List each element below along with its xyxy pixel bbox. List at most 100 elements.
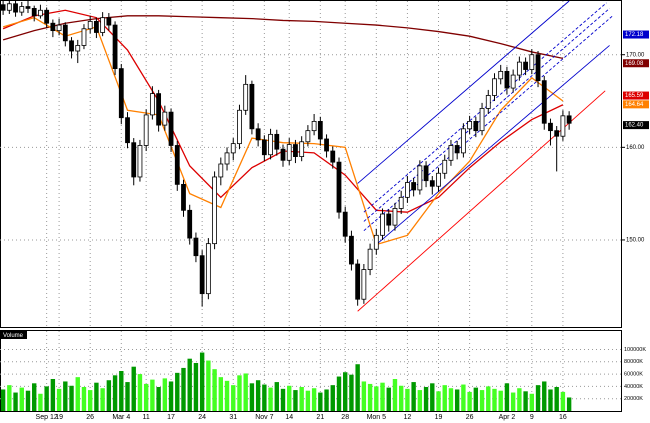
volume-bar bbox=[343, 372, 348, 411]
candle-body bbox=[0, 4, 6, 11]
volume-tick-label: 40000K bbox=[624, 384, 643, 390]
volume-bar bbox=[143, 383, 149, 411]
volume-bar bbox=[56, 388, 62, 411]
candle-body bbox=[361, 269, 367, 300]
volume-bar bbox=[187, 358, 192, 411]
candle-body bbox=[305, 130, 311, 143]
candle-body bbox=[485, 95, 491, 109]
candle-body bbox=[87, 20, 93, 30]
candle-body bbox=[162, 111, 168, 126]
volume-bar bbox=[380, 382, 385, 411]
x-tick-label: 12 bbox=[404, 414, 412, 421]
candle-body bbox=[255, 128, 261, 141]
candle-body bbox=[286, 144, 292, 161]
candle-body bbox=[224, 152, 230, 165]
candle-body bbox=[436, 172, 441, 187]
x-tick-label: 19 bbox=[55, 414, 63, 421]
candle-body bbox=[386, 213, 392, 226]
volume-bar bbox=[436, 391, 441, 411]
volume-bar bbox=[206, 360, 211, 411]
volume-bar bbox=[224, 380, 230, 411]
candle-body bbox=[411, 182, 417, 191]
volume-bar bbox=[392, 379, 398, 411]
x-tick-label: 11 bbox=[143, 414, 150, 421]
candle-body bbox=[187, 209, 193, 239]
volume-bar bbox=[218, 377, 224, 411]
price-tag-label: 164.64 bbox=[625, 102, 644, 108]
candle-body bbox=[118, 68, 124, 119]
candle-body bbox=[149, 93, 155, 116]
volume-bar bbox=[517, 388, 522, 411]
candle-body bbox=[398, 196, 404, 209]
volume-bar bbox=[50, 379, 56, 411]
candle-body bbox=[100, 17, 106, 33]
volume-bar bbox=[38, 393, 43, 411]
candle-body bbox=[380, 213, 385, 236]
volume-tick-label: 20000K bbox=[624, 396, 643, 402]
volume-bar bbox=[131, 366, 136, 411]
volume-bar bbox=[548, 389, 553, 411]
volume-bar bbox=[398, 385, 404, 411]
volume-bar bbox=[231, 385, 236, 411]
price-tag-label: 165.59 bbox=[625, 93, 644, 99]
candle-body bbox=[230, 143, 236, 154]
candle-body bbox=[62, 24, 68, 42]
x-tick-label: 24 bbox=[198, 414, 206, 421]
volume-bar bbox=[504, 383, 510, 411]
candle-body bbox=[13, 3, 18, 13]
candle-body bbox=[268, 133, 273, 156]
volume-bar bbox=[63, 381, 68, 411]
volume-panel bbox=[0, 330, 622, 412]
x-tick-label: 9 bbox=[530, 414, 534, 421]
candle-body bbox=[448, 145, 454, 161]
candle-body bbox=[81, 28, 87, 46]
candle-body bbox=[317, 120, 323, 140]
candle-body bbox=[504, 70, 510, 89]
candle-body bbox=[75, 45, 81, 52]
candle-body bbox=[218, 163, 224, 178]
candle-body bbox=[137, 145, 143, 178]
volume-bar bbox=[461, 384, 466, 411]
x-tick-label: Apr 2 bbox=[499, 414, 516, 421]
volume-bar bbox=[467, 391, 472, 411]
volume-bar bbox=[156, 387, 161, 411]
candle-body bbox=[566, 115, 572, 124]
volume-bar bbox=[430, 383, 435, 411]
volume-bar bbox=[330, 385, 335, 411]
volume-bar bbox=[560, 391, 566, 411]
price-tag-label: 169.08 bbox=[625, 61, 644, 67]
candle-body bbox=[423, 165, 429, 182]
volume-tick-label: 60000K bbox=[624, 372, 643, 378]
candle-body bbox=[541, 80, 547, 124]
volume-bar bbox=[367, 383, 373, 411]
volume-bar bbox=[442, 385, 447, 411]
candle-body bbox=[479, 108, 485, 132]
volume-bar bbox=[293, 390, 298, 411]
volume-bar bbox=[454, 389, 460, 411]
x-tick-label: 21 bbox=[316, 414, 324, 421]
volume-bar bbox=[361, 381, 367, 411]
candle-body bbox=[131, 142, 137, 178]
volume-bar bbox=[0, 389, 6, 411]
volume-bar bbox=[448, 388, 454, 411]
candle-body bbox=[299, 141, 305, 157]
volume-bar bbox=[386, 387, 391, 411]
x-tick-label: 31 bbox=[229, 414, 237, 421]
volume-bar bbox=[69, 385, 74, 411]
candle-body bbox=[280, 148, 286, 161]
x-tick-label: Mar 4 bbox=[112, 414, 130, 421]
candle-body bbox=[523, 61, 528, 70]
x-tick-label: 19 bbox=[435, 414, 443, 421]
x-tick-label: 28 bbox=[341, 414, 349, 421]
volume-bar bbox=[112, 375, 118, 411]
volume-bar bbox=[535, 385, 541, 411]
candle-body bbox=[44, 9, 50, 24]
candle-body bbox=[467, 120, 473, 130]
x-tick-label: 14 bbox=[285, 414, 293, 421]
candle-body bbox=[473, 120, 479, 132]
y-tick-label: 150.00 bbox=[626, 238, 645, 244]
volume-bar bbox=[554, 387, 559, 411]
candle-body bbox=[324, 138, 329, 152]
volume-bar bbox=[94, 382, 99, 411]
